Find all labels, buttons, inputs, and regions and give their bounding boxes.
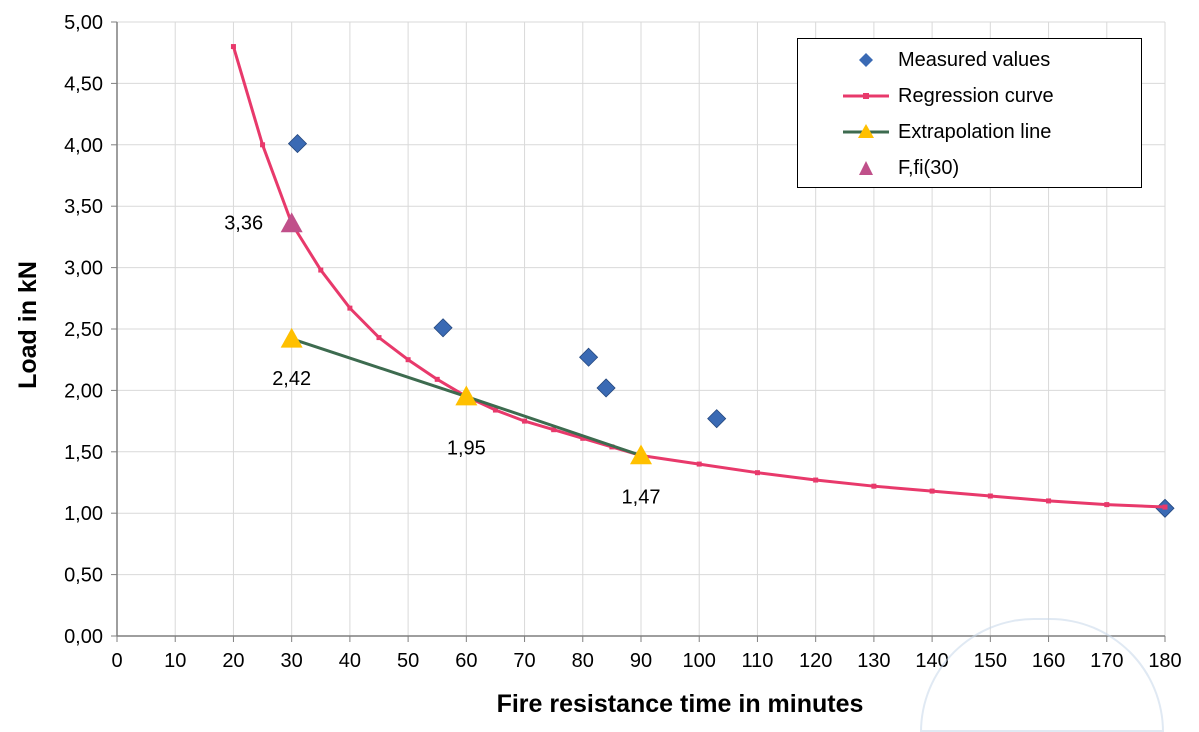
regression-curve-point [551, 427, 557, 433]
legend-item-regression: Regression curve [798, 80, 1141, 112]
regression-curve-point [987, 493, 993, 499]
regression-curve-point [1162, 504, 1168, 510]
annotation-layer: 3,36 2,42 1,95 1,47 [224, 212, 660, 508]
regression-curve-point [813, 477, 819, 483]
extrapolation-line-point [630, 444, 652, 465]
triangle-icon [859, 161, 873, 175]
x-tick-label: 40 [339, 650, 361, 672]
regression-curve-point [871, 483, 877, 489]
y-tick-label: 1,50 [64, 442, 103, 464]
y-tick-label: 3,00 [64, 258, 103, 280]
regression-curve-point [696, 461, 702, 467]
x-tick-label: 120 [799, 650, 832, 672]
x-axis-title: Fire resistance time in minutes [497, 690, 864, 718]
y-tick-label: 5,00 [64, 12, 103, 34]
regression-curve-point [929, 488, 935, 494]
legend-item-extrapolation: Extrapolation line [798, 116, 1141, 148]
x-tick-label: 180 [1148, 650, 1181, 672]
series-extrapolation-line [280, 327, 652, 465]
legend-label: F,fi(30) [898, 156, 960, 179]
data-label: 2,42 [272, 368, 311, 390]
extrapolation-line-point [455, 385, 478, 406]
x-tick-label: 10 [164, 650, 186, 672]
x-tick-label: 0 [111, 650, 122, 672]
measured-values-point [287, 134, 308, 154]
regression-curve-point [580, 435, 586, 441]
diamond-icon [859, 53, 873, 67]
x-tick-label: 80 [572, 650, 594, 672]
legend-label: Measured values [898, 48, 1051, 71]
regression-curve-point [1104, 502, 1110, 508]
y-tick-label: 2,00 [64, 380, 103, 402]
legend-label: Extrapolation line [898, 120, 1052, 143]
series-measured-values [287, 134, 1175, 518]
x-tick-label: 130 [857, 650, 890, 672]
y-tick-label: 0,00 [64, 626, 103, 648]
x-tick-label: 50 [397, 650, 419, 672]
data-label: 1,47 [622, 486, 661, 508]
regression-curve-point [405, 357, 411, 363]
regression-curve-point [260, 142, 266, 148]
measured-values-point [596, 378, 616, 398]
regression-curve-point [230, 44, 236, 50]
data-label: 1,95 [447, 438, 486, 460]
y-tick-label: 2,50 [64, 319, 103, 341]
x-tick-label: 20 [222, 650, 244, 672]
f-fi-30-point [280, 212, 303, 233]
extrapolation-line-point [280, 327, 303, 348]
regression-curve-point [347, 305, 353, 311]
line-marker-icon [843, 93, 889, 99]
legend-label: Regression curve [898, 84, 1054, 107]
x-tick-label: 70 [513, 650, 535, 672]
y-tick-label: 0,50 [64, 565, 103, 587]
x-tick-label: 30 [281, 650, 303, 672]
legend: Measured values Regression curve Extrapo… [797, 38, 1142, 188]
measured-values-point [433, 318, 453, 338]
line-triangle-icon [843, 124, 889, 138]
x-tick-label: 90 [630, 650, 652, 672]
regression-curve-point [376, 335, 382, 341]
regression-curve-point [754, 470, 760, 476]
regression-curve-line [232, 46, 1166, 509]
y-tick-label: 4,50 [64, 73, 103, 95]
x-tick-label: 110 [741, 650, 773, 672]
y-tick-label: 3,50 [64, 196, 103, 218]
y-axis-title: Load in kN [14, 261, 42, 389]
data-label: 3,36 [224, 212, 263, 234]
legend-item-measured: Measured values [798, 44, 1141, 76]
regression-curve-point [1046, 498, 1052, 504]
regression-curve-point [522, 418, 528, 424]
series-layer [230, 44, 1175, 518]
legend-item-ffi30: F,fi(30) [798, 152, 1141, 184]
x-tick-label: 60 [455, 650, 477, 672]
series-f-fi-30 [280, 212, 303, 233]
regression-curve-point [492, 407, 498, 413]
y-tick-label: 1,00 [64, 503, 103, 525]
regression-curve-point [318, 267, 324, 273]
y-tick-label: 4,00 [64, 135, 103, 157]
y-tick-labels: 0,00 0,50 1,00 1,50 2,00 2,50 3,00 3,50 4,00 4,50… [64, 12, 103, 648]
regression-curve-point [434, 376, 440, 382]
measured-values-point [707, 409, 727, 429]
x-tick-label: 100 [683, 650, 716, 672]
measured-values-point [579, 347, 599, 367]
